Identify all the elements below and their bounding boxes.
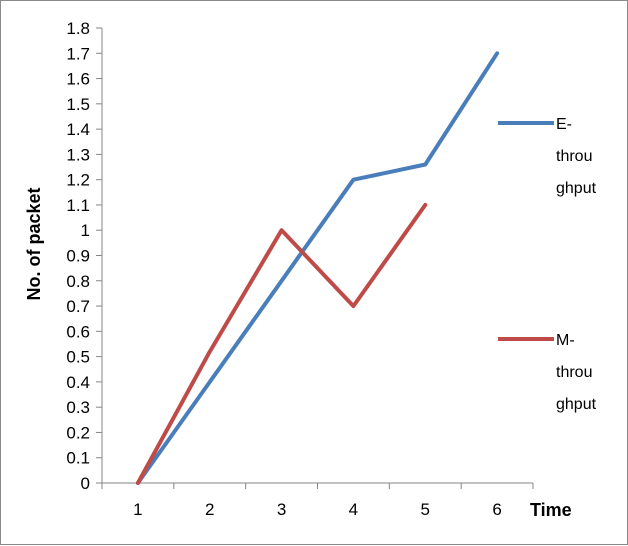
y-axis-title: No. of packet [24, 187, 44, 300]
x-axis-ticks: 1 2 3 4 5 6 [102, 483, 533, 519]
y-tick-label: 1.5 [66, 95, 90, 114]
legend-label: throu [556, 148, 592, 165]
y-tick-label: 0.3 [66, 398, 90, 417]
y-tick-label: 1 [81, 221, 90, 240]
legend-label: ghput [556, 396, 597, 413]
x-tick-label: 3 [277, 500, 286, 519]
y-tick-label: 1.2 [66, 171, 90, 190]
y-tick-label: 1.7 [66, 44, 90, 63]
x-tick-label: 5 [421, 500, 430, 519]
legend-label: throu [556, 364, 592, 381]
series-group [138, 53, 497, 483]
y-tick-label: 1.6 [66, 70, 90, 89]
y-axis-ticks: 0 0.1 0.2 0.3 0.4 0.5 0.6 0.7 0.8 0.9 1 1.1 1.2 1.3 1.… [66, 19, 102, 493]
legend-label: M- [556, 332, 575, 349]
y-tick-label: 0.5 [66, 348, 90, 367]
series-line-m-throughput [138, 205, 425, 483]
y-tick-label: 1.1 [66, 196, 90, 215]
x-tick-label: 6 [492, 500, 501, 519]
y-tick-label: 0.2 [66, 423, 90, 442]
legend: E-throu ghput M-throu ghput [498, 116, 597, 413]
legend-label: E- [556, 116, 572, 133]
y-tick-label: 1.8 [66, 19, 90, 38]
x-tick-label: 2 [205, 500, 214, 519]
y-tick-label: 1.3 [66, 145, 90, 164]
x-axis-title: Time [530, 500, 572, 520]
y-tick-label: 1.4 [66, 120, 90, 139]
y-tick-label: 0.8 [66, 272, 90, 291]
y-tick-label: 0 [81, 474, 90, 493]
legend-label: ghput [556, 180, 597, 197]
y-tick-label: 0.6 [66, 322, 90, 341]
x-tick-label: 1 [133, 500, 142, 519]
y-tick-label: 0.4 [66, 373, 90, 392]
y-tick-label: 0.7 [66, 297, 90, 316]
x-tick-label: 4 [349, 500, 358, 519]
y-tick-label: 0.9 [66, 247, 90, 266]
y-tick-label: 0.1 [66, 449, 90, 468]
